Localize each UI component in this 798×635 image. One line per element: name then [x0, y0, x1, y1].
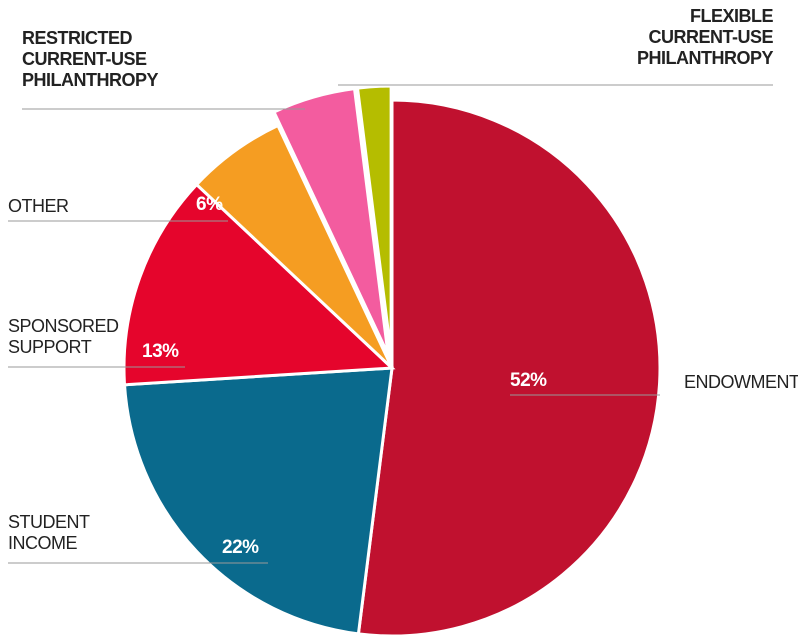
- category-label: FLEXIBLE CURRENT-USE PHILANTHROPY: [636, 6, 774, 68]
- value-label: 22%: [222, 537, 259, 558]
- category-label: OTHER: [8, 196, 69, 216]
- value-label: 52%: [510, 370, 547, 391]
- value-label: 6%: [196, 194, 223, 215]
- value-label: 2%: [340, 58, 367, 79]
- category-label: STUDENT INCOME: [8, 512, 90, 553]
- pie-slice: [356, 98, 662, 635]
- value-label: 13%: [142, 341, 179, 362]
- pie-slice: [355, 84, 393, 355]
- category-label: SPONSORED SUPPORT: [8, 316, 119, 357]
- value-label: 5%: [270, 82, 297, 103]
- pie-slice: [122, 182, 396, 387]
- pie-slice: [271, 86, 390, 356]
- pie-slice: [194, 123, 394, 370]
- category-label: RESTRICTED CURRENT-USE PHILANTHROPY: [22, 28, 159, 90]
- category-label: ENDOWMENT: [684, 372, 798, 392]
- pie-slice: [122, 366, 394, 635]
